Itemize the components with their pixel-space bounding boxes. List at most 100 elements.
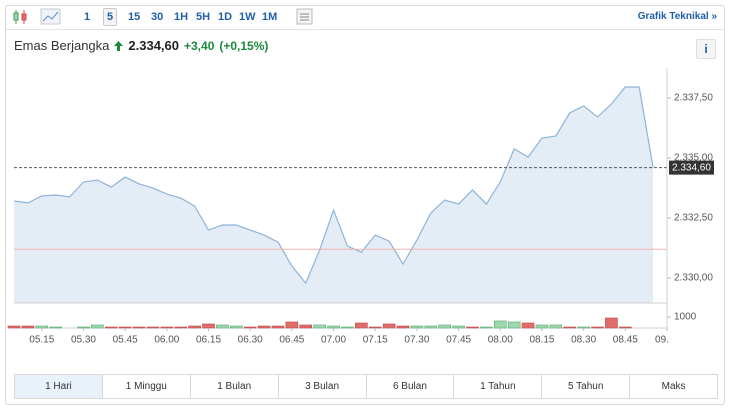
- info-button[interactable]: i: [696, 39, 716, 59]
- volume-bar: [7, 325, 21, 329]
- range-tab[interactable]: 3 Bulan: [277, 375, 366, 398]
- volume-bar: [466, 326, 479, 329]
- x-tick-label: 08.15: [529, 335, 554, 346]
- volume-bar: [382, 323, 396, 329]
- volume-bar: [21, 325, 35, 329]
- volume-bar: [549, 324, 563, 329]
- y-tick-label: 2.335,00: [674, 153, 713, 164]
- technical-link[interactable]: Grafik Teknikal »: [637, 11, 717, 22]
- volume-bar: [424, 325, 438, 329]
- volume-bar: [563, 326, 577, 329]
- x-tick-label: 05.30: [71, 335, 96, 346]
- interval-button[interactable]: 5H: [196, 11, 211, 23]
- last-price-box: [669, 160, 714, 175]
- volume-bar: [521, 322, 535, 329]
- volume-bar: [216, 324, 229, 329]
- change-pct: (+0,15%): [219, 38, 269, 53]
- toolbar: 1 5 15 30 1H 5H 1D 1W 1M Grafik Teknikal »: [5, 5, 725, 30]
- range-tabs: 1 Hari 1 Minggu 1 Bulan 3 Bulan 6 Bulan 1 Tah…: [14, 374, 718, 399]
- volume-bar: [35, 325, 49, 329]
- x-tick-label: 06.15: [196, 335, 221, 346]
- x-tick-label: 07.45: [446, 335, 471, 346]
- last-price-label: 2.334,60: [672, 162, 711, 173]
- volume-bar: [257, 325, 271, 329]
- x-tick-label: 09.: [655, 335, 669, 346]
- volume-bar: [49, 326, 62, 329]
- x-tick-label: 06.00: [154, 335, 179, 346]
- volume-bar: [188, 325, 201, 329]
- volume-bar: [410, 325, 424, 329]
- volume-bar: [313, 324, 326, 329]
- range-tab[interactable]: 5 Tahun: [541, 375, 629, 398]
- x-tick-label: 05.45: [113, 335, 138, 346]
- volume-bar: [91, 324, 104, 329]
- interval-button[interactable]: 1M: [262, 11, 278, 23]
- interval-button[interactable]: 1: [84, 11, 91, 23]
- y-tick-label: 2.330,00: [674, 273, 713, 284]
- range-tab[interactable]: 1 Hari: [15, 375, 102, 398]
- volume-bar: [271, 325, 285, 329]
- instrument-name: Emas Berjangka: [14, 38, 110, 53]
- volume-bar: [535, 324, 549, 329]
- volume-bar: [591, 326, 604, 329]
- widget-frame: [5, 5, 725, 405]
- price-line: [13, 86, 654, 285]
- interval-button[interactable]: 15: [128, 11, 141, 23]
- candle-icon[interactable]: [11, 7, 31, 27]
- volume-bar: [452, 325, 465, 329]
- volume-bar: [327, 325, 340, 329]
- volume-bar: [132, 326, 146, 329]
- volume-bar: [146, 326, 160, 329]
- volume-bar: [619, 326, 632, 329]
- x-tick-label: 08.45: [613, 335, 638, 346]
- range-tab[interactable]: 1 Tahun: [453, 375, 541, 398]
- interval-button[interactable]: 1D: [218, 11, 233, 23]
- volume-bar: [493, 320, 507, 329]
- range-tab[interactable]: 1 Minggu: [101, 375, 190, 398]
- interval-button[interactable]: 1H: [174, 11, 189, 23]
- volume-bar: [104, 326, 118, 329]
- volume-bar: [174, 326, 188, 329]
- y-tick-label: 2.337,50: [674, 93, 713, 104]
- x-tick-label: 07.00: [321, 335, 346, 346]
- volume-tick-label: 1000: [674, 312, 697, 323]
- x-tick-label: 06.30: [238, 335, 263, 346]
- volume-bar: [577, 326, 590, 329]
- volume-bar: [202, 323, 215, 329]
- volume-bar: [77, 326, 90, 329]
- range-tab[interactable]: Maks: [629, 375, 717, 398]
- x-tick-label: 08.00: [488, 335, 513, 346]
- x-tick-label: 07.15: [363, 335, 388, 346]
- volume-bar: [438, 324, 452, 329]
- x-tick-label: 05.15: [29, 335, 54, 346]
- quote-header: Emas Berjangka 2.334,60 +3,40 (+0,15%): [14, 38, 268, 53]
- volume-bar: [368, 326, 382, 329]
- volume-bar: [341, 326, 354, 329]
- range-tab[interactable]: 6 Bulan: [365, 375, 454, 398]
- interval-button[interactable]: 5: [103, 8, 118, 26]
- indicator-icon[interactable]: [295, 7, 315, 27]
- volume-bar: [118, 326, 132, 329]
- change: +3,40: [184, 38, 215, 53]
- y-tick-label: 2.332,50: [674, 213, 713, 224]
- area-icon[interactable]: [40, 7, 62, 27]
- volume-bar: [243, 326, 257, 329]
- chart: Investing.com2.330,002.332,502.335,002.3…: [7, 68, 714, 346]
- volume-bar: [507, 321, 521, 329]
- x-tick-label: 07.30: [404, 335, 429, 346]
- volume-bar: [355, 322, 368, 329]
- volume-bar: [605, 317, 618, 329]
- interval-button[interactable]: 30: [151, 11, 164, 23]
- volume-bar: [396, 325, 410, 329]
- price: 2.334,60: [128, 38, 179, 53]
- up-arrow: [114, 40, 124, 51]
- x-tick-label: 08.30: [571, 335, 596, 346]
- volume-bar: [285, 321, 299, 329]
- volume-bar: [229, 325, 243, 329]
- x-tick-label: 06.45: [279, 335, 304, 346]
- volume-bar: [299, 324, 313, 329]
- range-tab[interactable]: 1 Bulan: [189, 375, 278, 398]
- interval-button[interactable]: 1W: [239, 11, 256, 23]
- volume-bar: [480, 326, 493, 329]
